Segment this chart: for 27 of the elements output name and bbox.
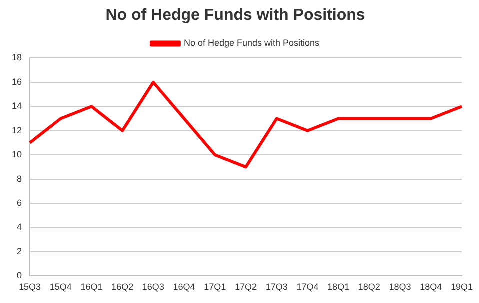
y-tick-label: 14 xyxy=(12,101,22,112)
chart-title: No of Hedge Funds with Positions xyxy=(106,7,366,24)
x-tick-label: 18Q3 xyxy=(389,282,412,292)
y-tick-label: 4 xyxy=(16,222,22,232)
y-tick-label: 10 xyxy=(12,150,22,160)
x-tick-label: 17Q4 xyxy=(296,282,319,292)
y-tick-label: 16 xyxy=(12,76,22,87)
x-tick-label: 17Q3 xyxy=(266,282,288,292)
x-tick-label: 15Q4 xyxy=(50,282,72,292)
x-tick-label: 18Q4 xyxy=(420,282,442,292)
legend-label: No of Hedge Funds with Positions xyxy=(184,38,320,48)
x-tick-label: 17Q1 xyxy=(204,282,226,292)
x-tick-label: 16Q4 xyxy=(173,282,196,292)
x-tick-label: 16Q1 xyxy=(80,282,103,292)
y-tick-label: 8 xyxy=(16,174,22,184)
x-tick-label: 16Q3 xyxy=(142,282,164,292)
y-tick-label: 12 xyxy=(12,125,22,136)
x-tick-label: 15Q3 xyxy=(18,282,42,292)
y-tick-label: 6 xyxy=(16,198,22,208)
x-tick-label: 17Q2 xyxy=(234,282,258,292)
x-tick-label: 18Q2 xyxy=(358,282,380,292)
x-tick-label: 19Q1 xyxy=(450,282,474,292)
y-tick-label: 0 xyxy=(16,270,22,281)
x-tick-label: 16Q2 xyxy=(112,282,134,292)
x-tick-label: 18Q1 xyxy=(328,282,350,292)
y-tick-label: 18 xyxy=(12,52,22,63)
y-tick-label: 2 xyxy=(16,246,22,256)
